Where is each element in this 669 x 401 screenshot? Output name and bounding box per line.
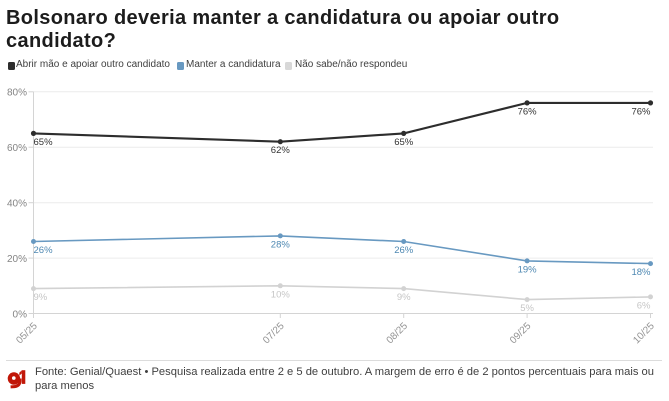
svg-text:6%: 6%	[637, 300, 651, 311]
svg-text:26%: 26%	[34, 245, 54, 256]
svg-text:40%: 40%	[7, 199, 27, 210]
svg-text:10%: 10%	[271, 289, 291, 300]
svg-text:5%: 5%	[520, 303, 534, 314]
svg-text:9%: 9%	[34, 292, 48, 303]
svg-text:09/25: 09/25	[508, 320, 534, 346]
svg-text:62%: 62%	[271, 145, 291, 156]
svg-text:08/25: 08/25	[385, 320, 411, 346]
svg-text:18%: 18%	[631, 267, 651, 278]
svg-text:19%: 19%	[518, 264, 538, 275]
svg-text:80%: 80%	[7, 88, 27, 99]
svg-text:65%: 65%	[394, 137, 414, 148]
svg-text:9%: 9%	[397, 292, 411, 303]
svg-text:0%: 0%	[13, 309, 28, 320]
svg-text:20%: 20%	[7, 254, 27, 265]
svg-text:65%: 65%	[34, 137, 54, 148]
svg-text:60%: 60%	[7, 143, 27, 154]
svg-text:10/25: 10/25	[631, 320, 657, 346]
svg-text:28%: 28%	[271, 239, 291, 250]
svg-text:76%: 76%	[631, 106, 651, 117]
svg-text:07/25: 07/25	[261, 320, 287, 346]
svg-text:26%: 26%	[394, 245, 414, 256]
svg-text:76%: 76%	[518, 106, 538, 117]
svg-text:05/25: 05/25	[14, 320, 40, 346]
